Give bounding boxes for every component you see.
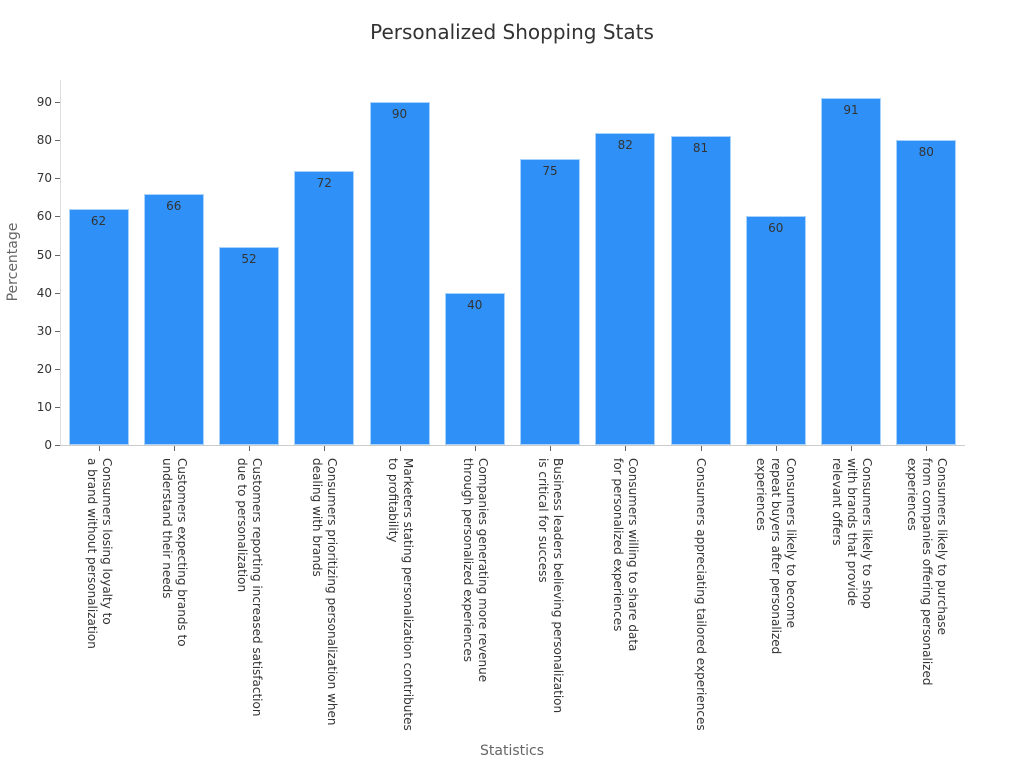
- x-category-label: Customers expecting brands to understand…: [159, 458, 189, 647]
- x-axis-label: Statistics: [480, 743, 544, 759]
- x-tick-mark: [98, 446, 100, 451]
- y-axis-line: [60, 80, 61, 445]
- chart-title: Personalized Shopping Stats: [370, 20, 654, 44]
- bar[interactable]: 40: [444, 292, 505, 445]
- y-tick-mark: [55, 406, 60, 408]
- y-tick-label: 60: [36, 209, 52, 224]
- x-category-label: Consumers appreciating tailored experien…: [694, 458, 708, 731]
- bar[interactable]: 82: [595, 132, 656, 445]
- y-tick-label: 90: [36, 95, 52, 110]
- bar[interactable]: 80: [896, 140, 957, 445]
- y-tick: 90: [0, 95, 60, 109]
- y-tick-label: 50: [36, 247, 52, 262]
- y-tick-mark: [55, 445, 60, 446]
- y-tick-label: 0: [44, 438, 52, 452]
- x-tick-mark: [851, 446, 852, 451]
- y-tick-label: 20: [36, 361, 52, 376]
- y-tick-mark: [55, 216, 60, 218]
- y-tick: 30: [0, 324, 60, 338]
- y-tick: 50: [0, 248, 60, 262]
- bar[interactable]: 81: [670, 136, 731, 445]
- bar-value-label: 75: [542, 164, 558, 179]
- bar-value-label: 90: [391, 107, 408, 122]
- x-category-label: Consumers likely to shop with brands tha…: [829, 458, 874, 609]
- bar[interactable]: 91: [821, 98, 881, 445]
- x-category-label: Consumers likely to become repeat buyers…: [754, 458, 799, 655]
- bar[interactable]: 66: [143, 193, 204, 445]
- y-tick: 70: [0, 171, 60, 185]
- y-tick-label: 10: [36, 399, 52, 414]
- y-tick-mark: [55, 254, 60, 256]
- x-tick-mark: [700, 446, 702, 451]
- bar[interactable]: 75: [520, 159, 580, 445]
- y-tick-mark: [55, 368, 60, 370]
- x-category-label: Business leaders believing personalizati…: [536, 458, 565, 714]
- y-tick: 10: [0, 400, 60, 414]
- y-tick-label: 30: [36, 323, 52, 338]
- x-tick-mark: [550, 446, 551, 451]
- x-tick-mark: [324, 446, 326, 451]
- x-tick-mark: [399, 446, 401, 451]
- bar-value-label: 82: [617, 137, 633, 152]
- bar[interactable]: 52: [219, 246, 279, 445]
- y-tick-label: 40: [36, 285, 52, 300]
- bar-value-label: 52: [241, 251, 257, 266]
- x-tick-mark: [775, 446, 777, 451]
- bar-value-label: 66: [166, 198, 182, 213]
- bar-value-label: 60: [768, 221, 784, 236]
- x-category-label: Customers reporting increased satisfacti…: [235, 458, 264, 717]
- x-category-label: Consumers losing loyalty to a brand with…: [84, 458, 114, 649]
- x-tick-mark: [474, 446, 476, 451]
- x-category-label: Consumers prioritizing personalization w…: [310, 458, 340, 726]
- y-tick: 40: [0, 286, 60, 300]
- bar-value-label: 62: [90, 213, 107, 228]
- x-category-label: Consumers willing to share data for pers…: [611, 458, 641, 652]
- y-tick-label: 70: [36, 171, 52, 186]
- y-tick: 20: [0, 362, 60, 376]
- x-tick-mark: [926, 446, 928, 451]
- bar[interactable]: 62: [68, 208, 129, 445]
- y-tick-mark: [55, 330, 60, 332]
- bar-value-label: 91: [843, 103, 859, 118]
- bar-value-label: 72: [316, 175, 332, 190]
- x-tick-mark: [173, 446, 175, 451]
- y-tick: 80: [0, 133, 60, 147]
- bar[interactable]: 72: [294, 170, 355, 445]
- x-category-label: Consumers likely to purchase from compan…: [904, 458, 949, 686]
- y-tick-mark: [55, 292, 60, 294]
- x-category-label: Companies generating more revenue throug…: [460, 458, 490, 683]
- y-axis-label: Percentage: [5, 222, 21, 302]
- y-tick: 60: [0, 209, 60, 223]
- bar[interactable]: 60: [745, 216, 806, 445]
- bar-value-label: 81: [692, 141, 709, 156]
- bar[interactable]: 90: [369, 102, 430, 445]
- bar-value-label: 80: [918, 145, 934, 160]
- y-tick: 0: [0, 438, 60, 452]
- y-tick-mark: [55, 102, 60, 104]
- x-category-label: Marketers stating personalization contri…: [385, 458, 415, 731]
- bar-value-label: 40: [467, 297, 483, 312]
- y-tick-mark: [55, 140, 60, 142]
- y-tick-label: 80: [36, 133, 52, 148]
- x-tick-mark: [249, 446, 250, 451]
- x-tick-mark: [625, 446, 627, 451]
- y-tick-mark: [55, 178, 60, 180]
- x-axis-line: [60, 445, 965, 446]
